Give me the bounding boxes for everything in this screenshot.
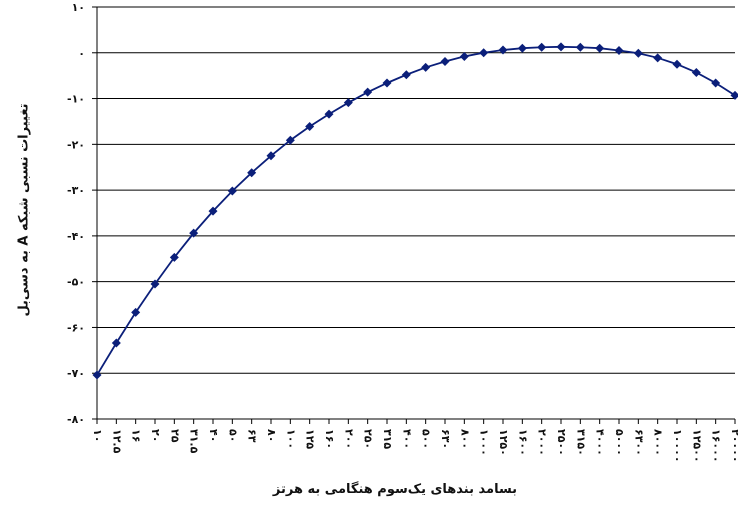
y-tick-label: -۱۰ (67, 93, 85, 106)
x-tick-label: ۵۰ (226, 429, 239, 442)
x-tick-label: ۱۲۵۰۰ (690, 429, 703, 463)
data-point (672, 59, 682, 69)
data-point (285, 135, 295, 145)
x-tick-label: ۱۰۰۰ (478, 429, 491, 456)
x-tick-label: ۶۳ (246, 429, 259, 443)
data-point (247, 168, 257, 178)
data-point (92, 370, 102, 380)
y-tick-label: -۶۰ (67, 321, 85, 334)
x-tick-label: ۴۰۰ (400, 429, 413, 449)
data-point (324, 109, 334, 119)
x-tick-label: ۳۱۵ (381, 429, 394, 449)
data-point (305, 121, 315, 131)
y-tick-label: -۲۰ (67, 138, 85, 151)
data-point (363, 87, 373, 97)
x-tick-label: ۸۰۰۰ (652, 429, 665, 456)
x-tick-label: ۲۰ (149, 429, 162, 442)
data-point (537, 42, 547, 52)
series-line (96, 45, 736, 376)
x-tick-label: ۲۰۰۰ (536, 429, 549, 456)
y-tick-label: -۷۰ (67, 367, 85, 380)
data-point (401, 70, 411, 80)
y-axis-label: تغییرات نسبی شبکه A به دسی‌بل (16, 103, 32, 317)
data-point (711, 78, 721, 88)
y-tick-label: ۰ (78, 47, 85, 60)
data-point (595, 43, 605, 53)
y-tick-labels: ۱۰ ۰ -۱۰ -۲۰ -۳۰ -۴۰ -۵۰ -۶۰ -۷۰ -۸۰ (67, 1, 85, 426)
data-point (169, 252, 179, 262)
x-axis-label: بسامد بندهای یک‌سوم هنگامی به هرتز (272, 482, 518, 497)
y-tick-label: -۵۰ (67, 276, 85, 289)
data-point (421, 62, 431, 72)
x-tick-label: ۲۵۰ (362, 429, 375, 449)
data-point (498, 45, 508, 55)
x-tick-label: ۴۰ (207, 429, 220, 442)
data-point (227, 186, 237, 196)
x-tick-label: ۶۳۰۰ (632, 429, 645, 456)
x-tick-label: ۱۶۰۰۰ (710, 429, 723, 463)
data-point (266, 151, 276, 161)
marker-layer (92, 42, 738, 380)
grid-layer (97, 6, 735, 420)
data-point (575, 42, 585, 52)
x-tick-label: ۳۱۵۰ (574, 429, 587, 456)
x-tick-label: ۵۰۰ (420, 429, 433, 449)
data-point (343, 98, 353, 108)
y-tick-label: -۳۰ (67, 184, 85, 197)
x-tick-label: ۸۰ (265, 429, 278, 442)
x-tick-label: ۳۱.۵ (188, 429, 201, 454)
y-axis-label-box: تغییرات نسبی شبکه A به دسی‌بل (14, 103, 34, 316)
axis-layer (92, 6, 736, 424)
data-point (633, 48, 643, 58)
x-tick-labels: ۱۰ ۱۲.۵ ۱۶ ۲۰ ۲۵ ۳۱.۵ ۴۰ ۵۰ ۶۳ ۸۰ ۱۰۰ ۱۲۵ ۱۶۰ ۲۰۰ ۲۵۰ ۳… (91, 429, 738, 463)
data-point (111, 338, 121, 348)
data-point (517, 43, 527, 53)
x-tick-label: ۶۳۰ (439, 429, 452, 449)
x-tick-label: ۱۶۰۰ (516, 429, 529, 456)
data-point (691, 67, 701, 77)
data-point (614, 45, 624, 55)
x-tick-label: ۸۰۰ (458, 429, 471, 449)
x-tick-label: ۲۵ (168, 429, 181, 443)
x-tick-label: ۱۲۵۰ (497, 429, 510, 456)
x-tick-label: ۲۵۰۰ (555, 429, 568, 456)
data-point (150, 279, 160, 289)
data-point (189, 228, 199, 238)
data-point (440, 56, 450, 66)
y-tick-label: ۱۰ (72, 1, 85, 14)
x-tick-label: ۵۰۰۰ (613, 429, 626, 456)
data-point (208, 206, 218, 216)
data-point (653, 53, 663, 63)
x-tick-label: ۴۰۰۰ (594, 429, 607, 456)
series-layer (96, 45, 736, 376)
data-point (459, 51, 469, 61)
y-tick-label: -۸۰ (67, 413, 85, 426)
data-point (382, 78, 392, 88)
data-point (479, 48, 489, 58)
x-tick-label: ۱۲.۵ (110, 429, 123, 454)
x-tick-label: ۱۶ (130, 429, 143, 442)
x-tick-label: ۱۶۰ (323, 429, 336, 449)
x-tick-label: ۱۰ (91, 429, 104, 442)
x-tick-label: ۲۰۰ (342, 429, 355, 449)
data-point (131, 307, 141, 317)
x-tick-label: ۱۰۰ (284, 429, 297, 449)
data-point (556, 42, 566, 52)
data-point (730, 90, 738, 100)
x-tick-label: ۲۰۰۰۰ (729, 429, 738, 463)
x-tick-label: ۱۰۰۰۰ (671, 429, 684, 463)
y-tick-label: -۴۰ (67, 230, 85, 243)
x-tick-label: ۱۲۵ (304, 429, 317, 449)
